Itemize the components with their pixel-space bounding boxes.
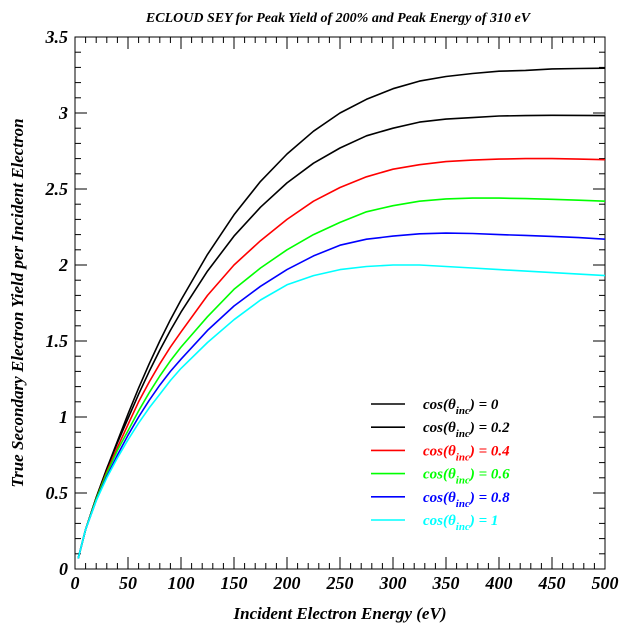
x-tick-label: 250 [326, 573, 354, 593]
legend-label-0: cos(θinc) = 0 [423, 397, 499, 417]
legend-label-5: cos(θinc) = 1 [423, 513, 498, 533]
axis-ticks [74, 36, 606, 570]
y-tick-label: 3.5 [45, 27, 69, 47]
legend-label-4: cos(θinc) = 0.8 [423, 490, 510, 510]
series-lines [77, 67, 606, 559]
plot-frame [74, 36, 606, 570]
x-tick-label: 350 [432, 573, 460, 593]
series-line-4 [77, 232, 606, 559]
series-line-3 [77, 197, 606, 559]
y-tick-label: 0 [59, 559, 68, 579]
legend: cos(θinc) = 0 cos(θinc) = 0.2 cos(θinc) = … [371, 397, 510, 533]
x-axis-label: Incident Electron Energy (eV) [233, 604, 447, 623]
series-line-2 [77, 157, 606, 559]
x-tick-label: 0 [71, 573, 80, 593]
y-tick-label: 2.5 [45, 179, 69, 199]
legend-label-2: cos(θinc) = 0.4 [423, 443, 510, 463]
x-tick-label: 100 [168, 573, 195, 593]
x-tick-label: 150 [221, 573, 248, 593]
x-tick-label: 50 [119, 573, 137, 593]
x-tick-label: 300 [379, 573, 407, 593]
series-line-5 [77, 264, 606, 559]
y-tick-label: 3 [58, 103, 68, 123]
legend-label-3: cos(θinc) = 0.6 [423, 467, 510, 487]
chart-title: ECLOUD SEY for Peak Yield of 200% and Pe… [145, 11, 532, 26]
y-tick-label: 1 [59, 407, 68, 427]
x-tick-labels: 0 50 100 150 200 250 300 350 400 450 500 [71, 573, 619, 593]
y-axis-label: True Secondary Electron Yield per Incide… [8, 118, 27, 487]
y-tick-label: 0.5 [46, 483, 69, 503]
series-line-1 [77, 114, 606, 559]
x-tick-label: 400 [485, 573, 513, 593]
y-tick-labels: 0 0.5 1 1.5 2 2.5 3 3.5 [45, 27, 69, 579]
x-tick-label: 500 [592, 573, 619, 593]
x-tick-label: 200 [273, 573, 301, 593]
legend-label-1: cos(θinc) = 0.2 [423, 420, 510, 440]
y-tick-label: 1.5 [46, 331, 69, 351]
x-tick-label: 450 [538, 573, 566, 593]
series-line-0 [77, 67, 606, 559]
y-tick-label: 2 [58, 255, 68, 275]
